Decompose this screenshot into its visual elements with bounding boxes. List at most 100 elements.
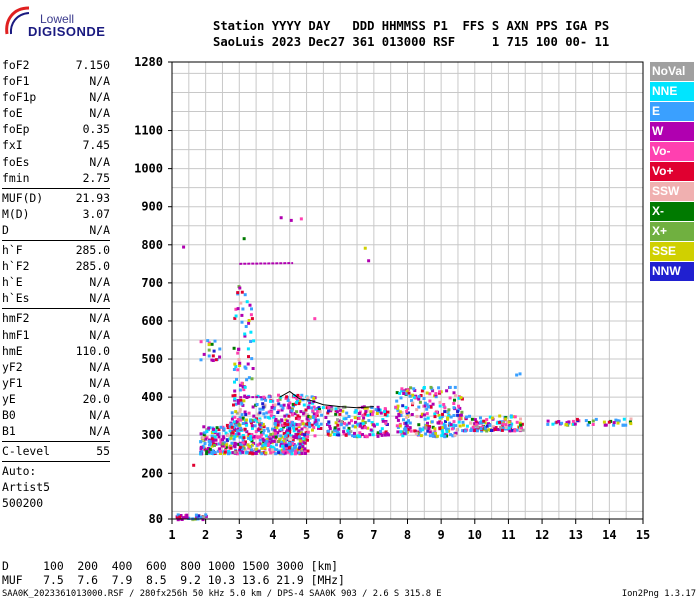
- echo-point: [315, 422, 319, 426]
- echo-point: [279, 443, 283, 447]
- echo-point: [233, 451, 237, 455]
- echo-point: [295, 427, 299, 431]
- echo-point: [471, 425, 475, 429]
- echo-point: [269, 399, 273, 403]
- echo-point: [356, 417, 360, 420]
- echo-point: [499, 428, 503, 432]
- echo-point: [301, 445, 305, 449]
- echo-point: [283, 442, 287, 446]
- echo-point: [280, 408, 284, 412]
- echo-point: [284, 434, 288, 437]
- echo-point: [472, 429, 476, 433]
- echo-point: [447, 413, 451, 417]
- echo-point: [319, 427, 323, 430]
- echo-point: [485, 429, 489, 433]
- echo-point: [191, 518, 195, 522]
- echo-point: [250, 424, 254, 428]
- echo-point: [507, 426, 511, 430]
- echo-point: [199, 358, 203, 362]
- echo-point: [327, 433, 331, 437]
- echo-point: [442, 403, 446, 406]
- echo-point: [221, 442, 225, 446]
- echo-point: [438, 400, 442, 404]
- echo-point: [369, 428, 373, 432]
- echo-point-outlier: [299, 217, 303, 221]
- echo-point: [299, 445, 303, 449]
- echo-point: [515, 420, 519, 424]
- echo-point: [501, 426, 505, 430]
- echo-point: [286, 434, 290, 438]
- echo-point: [233, 445, 237, 449]
- echo-point: [401, 404, 405, 408]
- echo-point: [487, 423, 491, 427]
- echo-point: [333, 429, 337, 433]
- echo-point: [364, 434, 368, 438]
- param-value: N/A: [89, 74, 110, 89]
- param-value: N/A: [89, 359, 110, 374]
- echo-point: [315, 413, 319, 417]
- echo-point: [472, 428, 476, 432]
- echo-point: [417, 405, 421, 409]
- echo-point: [284, 449, 288, 452]
- echo-point: [612, 423, 616, 427]
- echo-point: [288, 443, 292, 447]
- echo-point: [503, 418, 507, 422]
- echo-point: [477, 421, 481, 425]
- echo-point: [299, 410, 303, 414]
- echo-point: [512, 415, 516, 419]
- echo-point: [243, 410, 247, 414]
- echo-point: [244, 325, 248, 328]
- echo-point: [298, 443, 302, 447]
- echo-point: [383, 433, 387, 437]
- echo-point: [402, 418, 405, 422]
- echo-point: [248, 452, 252, 455]
- echo-point: [245, 430, 249, 434]
- param-value: N/A: [89, 90, 110, 105]
- echo-point: [251, 367, 255, 370]
- echo-point: [342, 426, 346, 430]
- echo-point: [269, 451, 273, 455]
- echo-point: [259, 421, 263, 425]
- echo-point: [333, 426, 337, 430]
- echo-point: [449, 423, 453, 427]
- divider: [2, 441, 110, 443]
- echo-point: [417, 430, 421, 434]
- echo-point: [384, 431, 388, 435]
- echo-point: [426, 429, 430, 433]
- echo-point: [384, 430, 388, 434]
- echo-point: [281, 423, 285, 427]
- echo-point: [230, 425, 234, 429]
- echo-point: [306, 415, 310, 419]
- echo-point: [464, 417, 468, 421]
- param-row-fmin: fmin 2.75: [2, 170, 110, 186]
- y-tick-label: 1000: [134, 162, 163, 176]
- echo-point: [199, 452, 202, 456]
- echo-point: [210, 444, 214, 448]
- echo-point: [201, 445, 205, 449]
- echo-point: [311, 428, 314, 432]
- echo-point: [177, 517, 181, 521]
- echo-point: [438, 420, 442, 424]
- echo-point: [518, 428, 522, 432]
- echo-point: [458, 406, 462, 410]
- chart-grid: [171, 62, 644, 519]
- plot-frame: [171, 61, 644, 520]
- echo-point: [241, 385, 245, 389]
- echo-point: [318, 410, 322, 414]
- echo-point: [297, 429, 301, 433]
- echo-point: [250, 307, 253, 311]
- echo-point: [252, 441, 256, 445]
- x-tick-label: 15: [636, 528, 650, 542]
- echo-point: [334, 425, 338, 429]
- echo-point: [233, 441, 237, 445]
- echo-point: [360, 426, 364, 430]
- echo-point: [470, 417, 474, 421]
- echo-point: [304, 452, 307, 455]
- echo-point: [285, 436, 289, 440]
- echo-point: [212, 450, 215, 454]
- echo-point: [243, 365, 247, 369]
- echo-point: [340, 420, 344, 423]
- echo-point: [303, 447, 307, 451]
- echo-point: [261, 402, 265, 406]
- echo-point: [210, 437, 214, 441]
